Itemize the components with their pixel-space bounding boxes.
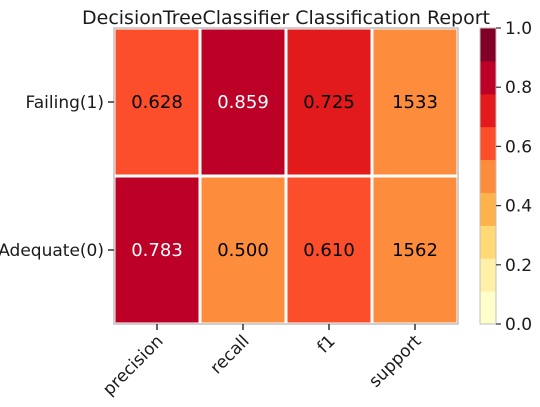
cell-value-label: 0.859 — [217, 92, 269, 113]
colorbar-tick-label: 0.8 — [505, 78, 532, 98]
y-tick-label: Adequate(0) — [0, 241, 104, 261]
column-labels: precision recall f1 support — [99, 324, 426, 400]
colorbar-segment — [480, 225, 496, 258]
x-tick-label: precision — [99, 331, 167, 399]
colorbar-tick-label: 0.0 — [505, 315, 532, 335]
x-tick-label: f1 — [314, 331, 340, 357]
heatmap-cells: 0.628 0.859 0.725 1533 0.783 0.500 0.610 1562 — [114, 28, 458, 324]
cell-value-label: 1533 — [392, 92, 438, 113]
x-tick-label: support — [365, 331, 426, 392]
y-tick-label: Failing(1) — [26, 93, 104, 113]
colorbar-tick-label: 0.6 — [505, 137, 532, 157]
colorbar-segment — [480, 192, 496, 225]
colorbar-segment — [480, 94, 496, 127]
colorbar-segment — [480, 127, 496, 160]
cell-value-label: 1562 — [392, 240, 438, 261]
colorbar-tick-label: 0.2 — [505, 256, 532, 276]
cell-value-label: 0.500 — [217, 240, 269, 261]
colorbar-segment — [480, 258, 496, 291]
row-labels: Failing(1) Adequate(0) — [0, 93, 114, 261]
colorbar-segment — [480, 61, 496, 94]
colorbar-segment — [480, 291, 496, 324]
chart-title: DecisionTreeClassifier Classification Re… — [82, 7, 490, 29]
colorbar-segment — [480, 160, 496, 193]
colorbar-tick-label: 1.0 — [505, 19, 532, 39]
x-tick-label: recall — [207, 331, 254, 378]
cell-value-label: 0.628 — [131, 92, 183, 113]
colorbar-segment — [480, 28, 496, 61]
cell-value-label: 0.610 — [303, 240, 355, 261]
cell-value-label: 0.725 — [303, 92, 355, 113]
colorbar-tick-label: 0.4 — [505, 197, 532, 217]
cell-value-label: 0.783 — [131, 240, 183, 261]
colorbar: 0.0 0.2 0.4 0.6 0.8 1.0 — [480, 19, 532, 335]
